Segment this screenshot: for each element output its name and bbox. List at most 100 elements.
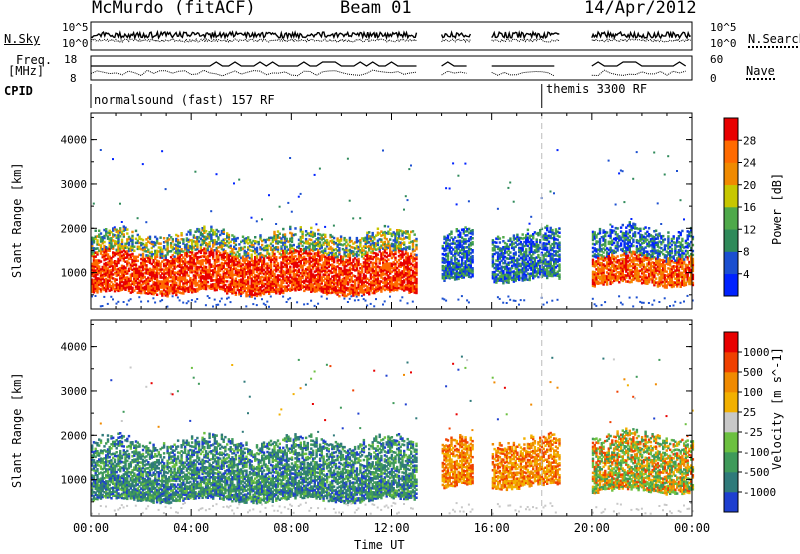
heatmap-cell xyxy=(339,261,343,264)
heatmap-cell xyxy=(322,261,325,264)
heatmap-cell xyxy=(339,291,343,294)
heatmap-cell xyxy=(197,276,201,279)
heatmap-cell xyxy=(203,267,206,270)
heatmap-cell xyxy=(348,238,352,242)
heatmap-cell xyxy=(105,289,108,293)
heatmap-cell xyxy=(466,273,469,277)
heatmap-cell xyxy=(502,236,505,239)
heatmap-cell xyxy=(185,237,189,240)
heatmap-cell xyxy=(238,269,241,272)
heatmap-cell xyxy=(169,285,173,289)
heatmap-cell xyxy=(394,256,397,260)
heatmap-cell xyxy=(383,236,387,240)
heatmap-cell xyxy=(238,178,241,181)
heatmap-cell xyxy=(375,234,378,237)
heatmap-cell xyxy=(415,269,418,273)
heatmap-cell xyxy=(387,232,390,235)
heatmap-cell xyxy=(368,290,371,294)
heatmap-cell xyxy=(208,258,211,262)
heatmap-cell xyxy=(233,247,236,251)
heatmap-cell xyxy=(462,246,465,249)
heatmap-cell xyxy=(317,262,320,266)
heatmap-cell xyxy=(366,231,369,235)
heatmap-cell xyxy=(159,262,162,265)
heatmap-cell xyxy=(303,281,306,285)
heatmap-cell xyxy=(327,255,330,259)
heatmap-cell xyxy=(168,250,171,253)
heatmap-cell xyxy=(120,264,124,268)
heatmap-cell xyxy=(297,238,301,242)
heatmap-cell xyxy=(147,240,150,243)
heatmap-cell xyxy=(359,272,362,276)
heatmap-cell xyxy=(364,254,367,257)
heatmap-cell xyxy=(304,275,308,279)
heatmap-cell xyxy=(127,253,131,257)
heatmap-cell xyxy=(150,270,153,274)
heatmap-cell xyxy=(131,244,134,248)
heatmap-cell xyxy=(408,281,411,284)
heatmap-cell xyxy=(360,237,364,240)
heatmap-cell xyxy=(352,246,355,249)
heatmap-cell xyxy=(360,281,364,284)
heatmap-cell xyxy=(120,250,124,254)
heatmap-cell xyxy=(553,192,555,195)
heatmap-cell xyxy=(334,278,338,281)
heatmap-cell xyxy=(159,246,162,249)
heatmap-cell xyxy=(299,285,302,289)
heatmap-cell xyxy=(129,237,132,241)
heatmap-cell xyxy=(115,288,118,291)
heatmap-cell xyxy=(509,181,512,184)
heatmap-cell xyxy=(247,262,250,265)
heatmap-cell xyxy=(289,261,292,265)
heatmap-cell xyxy=(452,262,455,265)
heatmap-cell xyxy=(197,288,201,291)
heatmap-cell xyxy=(134,281,138,284)
heatmap-cell xyxy=(189,269,192,272)
heatmap-cell xyxy=(308,280,311,283)
heatmap-cell xyxy=(122,259,125,262)
heatmap-cell xyxy=(215,288,218,292)
heatmap-cell xyxy=(320,254,323,257)
heatmap-cell xyxy=(352,258,355,261)
heatmap-cell xyxy=(266,252,269,255)
heatmap-cell xyxy=(203,249,206,252)
heatmap-cell xyxy=(227,263,231,267)
heatmap-cell xyxy=(415,291,418,295)
heatmap-cell xyxy=(227,241,231,245)
heatmap-cell xyxy=(131,280,134,284)
heatmap-cell xyxy=(159,248,162,251)
heatmap-cell xyxy=(297,244,301,248)
heatmap-cell xyxy=(143,243,146,247)
heatmap-cell xyxy=(408,261,411,264)
heatmap-cell xyxy=(275,223,278,225)
heatmap-cell xyxy=(254,241,257,245)
heatmap-cell xyxy=(243,281,246,285)
heatmap-cell xyxy=(155,249,159,253)
heatmap-cell xyxy=(126,282,129,285)
heatmap-cell xyxy=(271,280,274,283)
heatmap-cell xyxy=(359,270,362,274)
heatmap-cell xyxy=(446,276,450,279)
heatmap-cell xyxy=(126,260,129,263)
heatmap-cell xyxy=(115,286,118,289)
heatmap-cell xyxy=(357,283,360,287)
heatmap-cell xyxy=(255,280,259,284)
heatmap-cell xyxy=(212,287,215,290)
heatmap-cell xyxy=(320,234,323,237)
heatmap-cell xyxy=(155,275,159,279)
heatmap-cell xyxy=(196,287,199,291)
heatmap-cell xyxy=(369,255,373,258)
heatmap-cell xyxy=(183,258,187,261)
heatmap-cell xyxy=(276,282,280,285)
heatmap-cell xyxy=(204,257,208,261)
heatmap-cell xyxy=(301,268,304,272)
heatmap-cell xyxy=(245,267,248,270)
heatmap-cell xyxy=(371,257,374,261)
heatmap-cell xyxy=(150,242,153,246)
heatmap-cell xyxy=(343,236,346,240)
heatmap-cell xyxy=(113,284,117,287)
heatmap-cell xyxy=(471,267,474,270)
heatmap-cell xyxy=(301,280,304,283)
heatmap-cell xyxy=(297,282,301,285)
heatmap-cell xyxy=(215,286,218,290)
